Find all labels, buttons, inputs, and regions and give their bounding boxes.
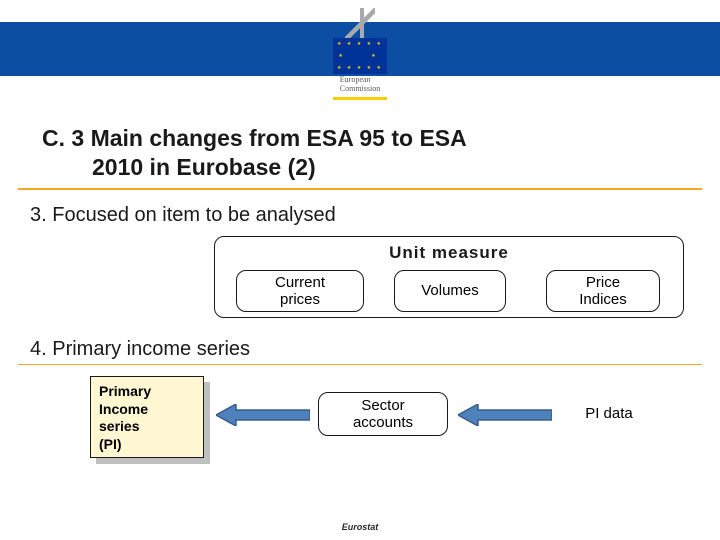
arrow-sector-to-pi [216, 404, 310, 426]
section3-heading: 3. Focused on item to be analysed [30, 204, 336, 227]
logo-text: European Commission [340, 76, 380, 94]
footer-label: Eurostat [0, 522, 720, 532]
section4-heading: 4. Primary income series [30, 338, 250, 361]
node-pi-series: Primary Income series (PI) [90, 376, 204, 458]
slide-title: C. 3 Main changes from ESA 95 to ESA 201… [42, 124, 678, 182]
title-line2: 2010 in Eurobase (2) [42, 153, 678, 182]
volumes-label: Volumes [421, 282, 479, 299]
sector-accounts-label: Sector accounts [353, 397, 413, 432]
logo-underline [333, 97, 387, 100]
node-pi-data: PI data [556, 392, 662, 436]
node-sector-accounts: Sector accounts [318, 392, 448, 436]
logo-text-line1: European [340, 75, 371, 84]
logo-building-icon [345, 8, 375, 42]
ec-logo: ★ ★ European Commission [318, 8, 402, 106]
section4-underline [18, 364, 702, 365]
node-volumes: Volumes [394, 270, 506, 312]
title-underline [18, 188, 702, 190]
title-line1: C. 3 Main changes from ESA 95 to ESA [42, 125, 467, 151]
pi-series-label: Primary Income series (PI) [99, 383, 151, 452]
logo-text-line2: Commission [340, 84, 380, 93]
node-current-prices: Current prices [236, 270, 364, 312]
node-price-indices: Price Indices [546, 270, 660, 312]
price-indices-label: Price Indices [579, 274, 627, 309]
current-prices-label: Current prices [275, 274, 325, 309]
arrow-pidata-to-sector [458, 404, 552, 426]
unit-measure-label: Unit measure [215, 243, 683, 263]
eu-flag-icon: ★ ★ [333, 38, 387, 74]
pi-data-label: PI data [585, 405, 633, 422]
